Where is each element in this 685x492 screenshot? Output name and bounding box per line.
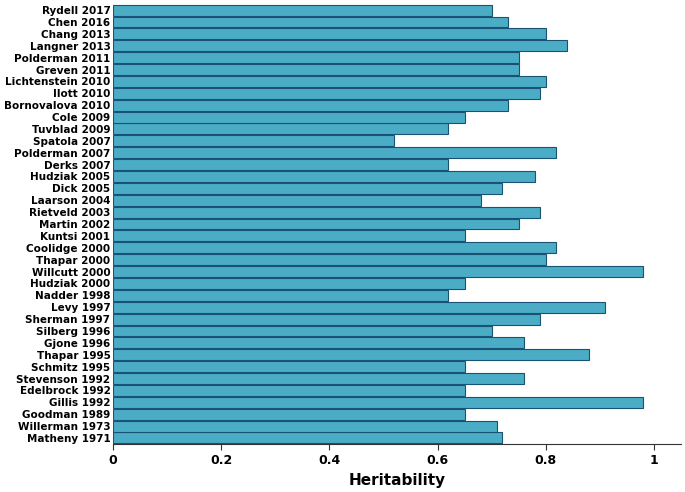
Bar xyxy=(113,171,535,182)
Bar xyxy=(113,385,464,396)
Bar xyxy=(113,432,502,443)
Bar xyxy=(113,123,449,134)
Bar xyxy=(113,349,589,360)
Bar xyxy=(113,290,449,301)
Bar xyxy=(113,207,540,217)
Bar xyxy=(113,64,519,75)
Bar xyxy=(113,52,519,63)
Bar xyxy=(113,361,464,372)
Bar xyxy=(113,147,556,158)
Bar xyxy=(113,302,605,312)
Bar xyxy=(113,4,492,16)
Bar xyxy=(113,183,502,194)
Bar xyxy=(113,76,546,87)
Bar xyxy=(113,338,524,348)
Bar xyxy=(113,278,464,289)
Bar xyxy=(113,373,524,384)
Bar xyxy=(113,230,464,242)
Bar xyxy=(113,40,567,51)
Bar xyxy=(113,218,519,229)
X-axis label: Heritability: Heritability xyxy=(349,473,445,488)
Bar xyxy=(113,421,497,431)
Bar xyxy=(113,195,481,206)
Bar xyxy=(113,409,464,420)
Bar xyxy=(113,313,540,325)
Bar xyxy=(113,100,508,111)
Bar xyxy=(113,326,492,337)
Bar xyxy=(113,159,449,170)
Bar xyxy=(113,112,464,123)
Bar xyxy=(113,29,546,39)
Bar xyxy=(113,254,546,265)
Bar xyxy=(113,243,556,253)
Bar xyxy=(113,266,643,277)
Bar xyxy=(113,135,395,146)
Bar xyxy=(113,397,643,408)
Bar xyxy=(113,17,508,28)
Bar xyxy=(113,88,540,99)
